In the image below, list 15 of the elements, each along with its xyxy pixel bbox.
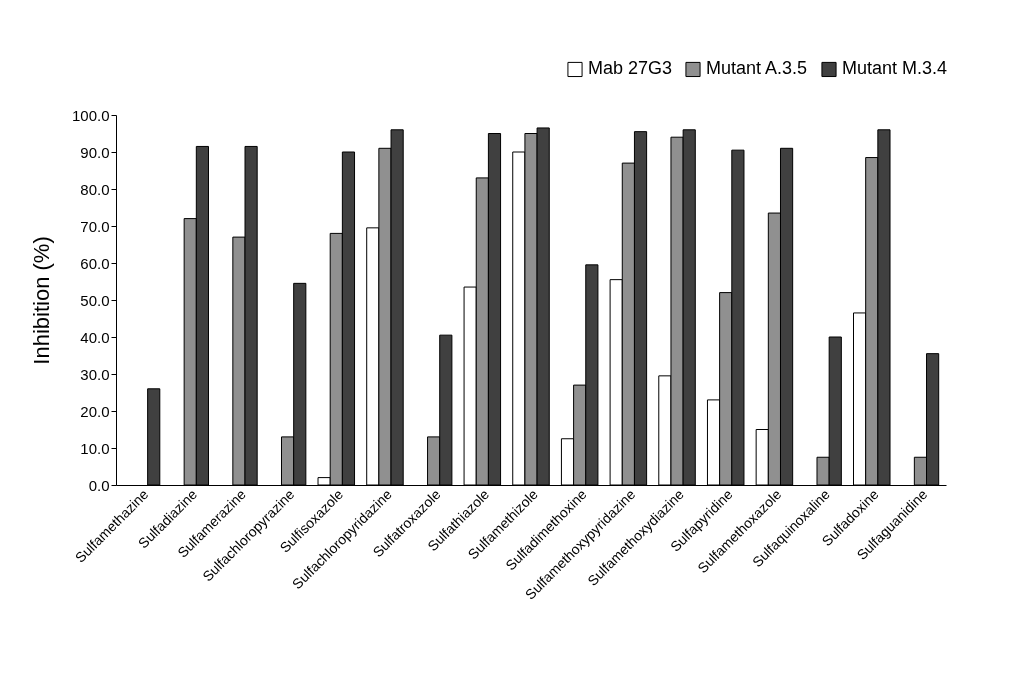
y-axis-title: Inhibition (%) [28,236,54,365]
legend-label: Mutant A.3.5 [706,58,808,79]
y-tick-label: 40.0 [80,328,110,346]
y-tick-label: 100.0 [71,106,110,124]
y-tick-label: 0.0 [88,476,110,494]
legend-label: Mab 27G3 [588,58,673,79]
y-tick-label: 30.0 [80,365,110,383]
y-tick-label: 10.0 [80,439,110,457]
y-tick-label: 70.0 [80,217,110,235]
y-tick-label: 80.0 [80,180,110,198]
y-tick-label: 90.0 [80,143,110,161]
y-tick-label: 20.0 [80,402,110,420]
y-tick-label: 50.0 [80,291,110,309]
legend-label: Mutant M.3.4 [842,58,948,79]
y-tick-label: 60.0 [80,254,110,272]
